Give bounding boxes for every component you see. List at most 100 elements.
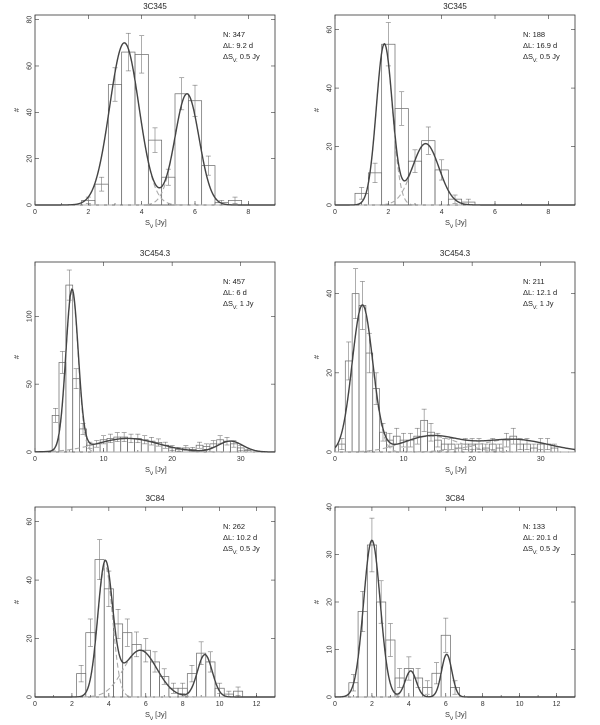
x-axis-label: Sν [Jy] [145, 710, 167, 722]
annotation-line: N: 211 [523, 277, 545, 286]
y-axis-label: # [312, 354, 321, 359]
x-tick-label: 30 [237, 456, 245, 463]
histogram-bar [134, 54, 149, 206]
x-tick-label: 4 [440, 209, 444, 216]
annotation-line: ΔSν: 0.5 Jy [523, 52, 560, 64]
x-tick-label: 8 [481, 701, 485, 708]
panel-3: 3C454.3 0 10 20 30 0 50 100 Sν [Jy] # N: 457 ΔL: 6 … [12, 249, 276, 477]
x-tick-label: 6 [193, 209, 197, 216]
annotation-line: N: 133 [523, 522, 545, 531]
y-tick-label: 100 [27, 310, 34, 322]
gaussian-component [335, 539, 575, 698]
y-tick-label: 0 [327, 450, 334, 454]
x-tick-label: 0 [333, 456, 337, 463]
gaussian-component [335, 43, 575, 206]
annotation-line: N: 457 [223, 277, 245, 286]
gaussian-component [35, 291, 275, 453]
y-tick-label: 20 [27, 635, 34, 643]
annotation-line: ΔL: 12.1 d [523, 288, 557, 297]
x-tick-label: 0 [33, 209, 37, 216]
annotation-line: ΔSν: 0.5 Jy [223, 52, 260, 64]
annotation-line: ΔL: 16.9 d [523, 41, 557, 50]
y-tick-label: 0 [27, 695, 34, 699]
panel-title: 3C84 [445, 494, 465, 503]
gaussian-component [334, 304, 575, 453]
x-tick-label: 0 [333, 701, 337, 708]
annotation-line: ΔL: 20.1 d [523, 533, 557, 542]
y-tick-label: 20 [327, 143, 334, 151]
y-tick-label: 20 [327, 369, 334, 377]
x-tick-label: 8 [181, 701, 185, 708]
y-tick-label: 10 [327, 646, 334, 654]
y-tick-label: 40 [327, 290, 334, 298]
y-tick-label: 60 [27, 62, 34, 70]
x-tick-label: 12 [253, 701, 261, 708]
x-axis-label: Sν [Jy] [445, 710, 467, 722]
annotation-line: ΔSν: 0.5 Jy [223, 544, 260, 556]
y-axis-label: # [12, 354, 21, 359]
annotation-line: N: 262 [223, 522, 245, 531]
x-tick-label: 0 [333, 209, 337, 216]
annotation-line: N: 347 [223, 30, 245, 39]
y-tick-label: 40 [27, 108, 34, 116]
x-tick-label: 2 [386, 209, 390, 216]
y-tick-label: 80 [27, 16, 34, 24]
gaussian-component [335, 653, 575, 698]
x-tick-label: 2 [86, 209, 90, 216]
annotation-line: ΔL: 10.2 d [223, 533, 257, 542]
x-tick-label: 6 [444, 701, 448, 708]
y-tick-label: 40 [27, 576, 34, 584]
y-tick-label: 0 [27, 450, 34, 454]
x-axis-label: Sν [Jy] [145, 218, 167, 230]
x-axis-label: Sν [Jy] [445, 218, 467, 230]
x-tick-label: 12 [553, 701, 561, 708]
y-axis-label: # [312, 599, 321, 604]
panel-title: 3C345 [443, 2, 467, 11]
panel-title: 3C84 [145, 494, 165, 503]
x-tick-label: 6 [493, 209, 497, 216]
histogram-bar [121, 51, 136, 206]
y-tick-label: 0 [327, 695, 334, 699]
panel-5: 3C84 0 2 4 6 8 10 12 0 20 40 60 Sν [Jy] # N: 262 ΔL: 10… [12, 494, 276, 722]
x-tick-label: 30 [537, 456, 545, 463]
y-tick-label: 40 [327, 503, 334, 511]
x-tick-label: 10 [100, 456, 108, 463]
y-axis-label: # [12, 107, 21, 112]
annotation-line: ΔL: 9.2 d [223, 41, 253, 50]
y-axis-label: # [312, 107, 321, 112]
y-axis-label: # [12, 599, 21, 604]
x-tick-label: 10 [216, 701, 224, 708]
x-tick-label: 10 [400, 456, 408, 463]
x-tick-label: 2 [70, 701, 74, 708]
x-tick-label: 0 [33, 456, 37, 463]
x-tick-label: 4 [107, 701, 111, 708]
gaussian-component [35, 564, 275, 698]
total-fit-curve [35, 42, 275, 206]
x-tick-label: 4 [140, 209, 144, 216]
y-tick-label: 60 [27, 518, 34, 526]
y-tick-label: 0 [27, 203, 34, 207]
x-tick-label: 8 [546, 209, 550, 216]
y-tick-label: 0 [327, 203, 334, 207]
panel-title: 3C454.3 [140, 249, 171, 258]
annotation-line: ΔSν: 1 Jy [523, 299, 554, 311]
x-tick-label: 4 [407, 701, 411, 708]
x-tick-label: 20 [168, 456, 176, 463]
y-tick-label: 40 [327, 84, 334, 92]
panel-title: 3C454.3 [440, 249, 471, 258]
annotation-line: ΔSν: 0.5 Jy [523, 544, 560, 556]
annotation-line: N: 188 [523, 30, 545, 39]
panel-title: 3C345 [143, 2, 167, 11]
x-tick-label: 8 [246, 209, 250, 216]
total-fit-curve [335, 539, 575, 698]
total-fit-curve [335, 42, 575, 206]
x-axis-label: Sν [Jy] [145, 465, 167, 477]
annotation-line: ΔL: 6 d [223, 288, 247, 297]
y-tick-label: 20 [27, 155, 34, 163]
gaussian-component [334, 435, 575, 453]
y-tick-label: 30 [327, 551, 334, 559]
x-tick-label: 10 [516, 701, 524, 708]
x-tick-label: 20 [468, 456, 476, 463]
